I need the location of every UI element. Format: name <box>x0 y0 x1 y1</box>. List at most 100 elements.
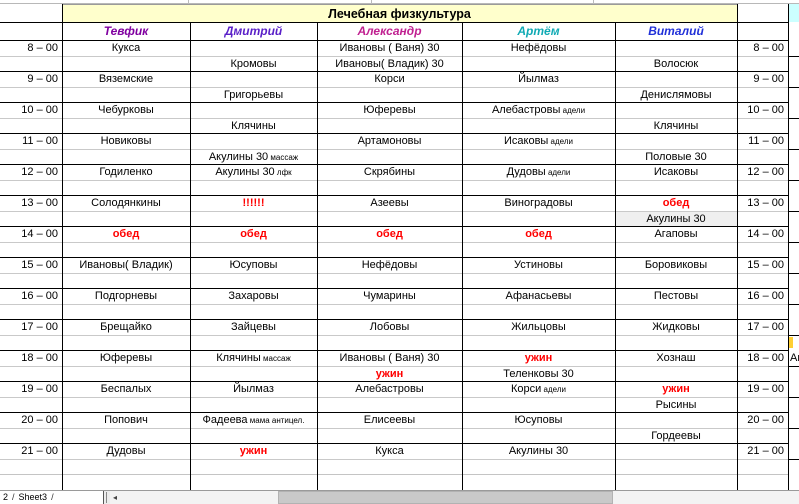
schedule-cell[interactable]: Ивановы( Владик) <box>79 259 173 271</box>
time-label-left[interactable]: 21 – 00 <box>21 445 58 457</box>
corner-cell[interactable] <box>789 4 799 22</box>
schedule-cell[interactable] <box>62 119 190 134</box>
schedule-cell[interactable]: Клячины массаж <box>216 352 291 364</box>
schedule-cell[interactable] <box>62 274 190 289</box>
schedule-cell[interactable]: Пестовы <box>653 290 699 302</box>
schedule-cell[interactable] <box>317 460 462 475</box>
schedule-cell[interactable]: Жидковы <box>652 321 700 333</box>
schedule-cell[interactable] <box>317 274 462 289</box>
schedule-cell[interactable]: Захаровы <box>228 290 279 302</box>
time-label-right[interactable] <box>737 212 788 227</box>
schedule-cell[interactable]: Чебурковы <box>98 104 154 116</box>
schedule-cell[interactable] <box>615 336 737 351</box>
schedule-cell[interactable]: Дудовы <box>106 445 146 457</box>
schedule-cell[interactable]: обед <box>525 228 552 240</box>
schedule-cell[interactable]: Ивановы ( Ваня) 30 <box>339 42 440 54</box>
schedule-cell[interactable] <box>462 181 615 196</box>
schedule-cell[interactable]: Афанасьевы <box>505 290 572 302</box>
schedule-cell[interactable]: Устиновы <box>514 259 563 271</box>
time-label-left[interactable]: 16 – 00 <box>21 290 58 302</box>
schedule-cell[interactable]: Корси адели <box>511 383 566 395</box>
time-label-left[interactable]: 11 – 00 <box>22 135 58 147</box>
time-label-left[interactable] <box>0 367 62 382</box>
time-label-left[interactable]: 9 – 00 <box>27 73 58 85</box>
time-label-left[interactable]: 12 – 00 <box>21 166 58 178</box>
time-label-left[interactable] <box>0 243 62 258</box>
schedule-cell[interactable] <box>615 72 737 87</box>
schedule-cell[interactable] <box>615 460 737 475</box>
time-label-right[interactable] <box>737 398 788 413</box>
schedule-cell[interactable]: Кукса <box>375 445 404 457</box>
schedule-cell[interactable] <box>462 429 615 444</box>
schedule-cell[interactable]: Исаковы <box>653 166 699 178</box>
time-label-left[interactable] <box>0 119 62 134</box>
time-label-right[interactable]: 11 – 00 <box>748 135 784 147</box>
schedule-cell[interactable]: обед <box>112 228 140 240</box>
time-label-right[interactable]: 10 – 00 <box>747 104 784 116</box>
schedule-cell[interactable] <box>190 243 317 258</box>
schedule-cell[interactable] <box>462 212 615 227</box>
schedule-cell[interactable]: Корси <box>374 73 405 85</box>
schedule-cell[interactable]: ужин <box>524 352 553 364</box>
schedule-cell[interactable] <box>462 88 615 103</box>
schedule-cell[interactable] <box>615 274 737 289</box>
schedule-cell[interactable] <box>615 181 737 196</box>
schedule-cell[interactable]: Нефёдовы <box>361 259 418 271</box>
schedule-cell[interactable]: Хознаш <box>656 352 696 364</box>
schedule-cell[interactable]: Подгорневы <box>94 290 158 302</box>
schedule-cell[interactable] <box>317 429 462 444</box>
time-label-left[interactable] <box>0 460 62 475</box>
schedule-cell[interactable]: Виноградовы <box>504 197 573 209</box>
schedule-cell[interactable] <box>462 243 615 258</box>
schedule-cell[interactable]: Зайцевы <box>231 321 276 333</box>
schedule-cell[interactable]: Йылмаз <box>233 383 274 395</box>
schedule-cell[interactable] <box>615 367 737 382</box>
schedule-cell[interactable] <box>62 212 190 227</box>
time-label-right[interactable] <box>737 243 788 258</box>
time-label-right[interactable] <box>737 367 788 382</box>
schedule-cell[interactable] <box>462 57 615 72</box>
schedule-cell[interactable]: Солодянкины <box>91 197 161 209</box>
time-label-left[interactable]: 13 – 00 <box>21 197 58 209</box>
schedule-cell[interactable]: Теленковы 30 <box>503 367 574 380</box>
schedule-cell[interactable] <box>615 134 737 149</box>
schedule-cell[interactable] <box>462 119 615 134</box>
time-label-left[interactable]: 19 – 00 <box>21 383 58 395</box>
time-label-right[interactable]: 17 – 00 <box>747 321 784 333</box>
column-header-aleksandr[interactable]: Александр <box>357 24 422 38</box>
schedule-cell[interactable] <box>615 305 737 320</box>
schedule-cell[interactable]: Юсуповы <box>514 414 563 426</box>
schedule-cell[interactable] <box>62 243 190 258</box>
time-label-right[interactable] <box>737 460 788 475</box>
schedule-cell[interactable]: Беспалых <box>100 383 152 395</box>
schedule-cell[interactable]: Алебастровы <box>355 383 424 395</box>
schedule-cell[interactable]: ужин <box>239 445 268 457</box>
sheet-tab-strip[interactable]: 2/Sheet3/ <box>0 491 104 504</box>
horizontal-scrollbar-thumb[interactable] <box>278 491 613 504</box>
time-label-right[interactable] <box>737 274 788 289</box>
column-header-vitaliy[interactable]: Виталий <box>648 24 704 38</box>
time-label-left[interactable] <box>0 212 62 227</box>
time-label-left[interactable]: 17 – 00 <box>21 321 58 333</box>
time-label-right[interactable] <box>737 57 788 72</box>
schedule-cell[interactable]: Рысины <box>655 398 697 411</box>
schedule-cell[interactable]: Ивановы ( Ваня) 30 <box>339 352 440 364</box>
sheet-tab[interactable]: Sheet3 <box>18 492 48 502</box>
time-label-left[interactable] <box>0 274 62 289</box>
schedule-cell[interactable] <box>62 336 190 351</box>
time-label-right[interactable] <box>737 181 788 196</box>
schedule-cell[interactable]: обед <box>376 228 403 240</box>
schedule-cell[interactable] <box>317 212 462 227</box>
schedule-cell[interactable] <box>62 460 190 475</box>
schedule-cell[interactable] <box>317 88 462 103</box>
scroll-left-icon[interactable]: ◂ <box>113 493 118 502</box>
schedule-cell[interactable] <box>615 413 737 428</box>
column-header-tevfik[interactable]: Тевфик <box>103 24 149 38</box>
schedule-cell[interactable]: Чумарины <box>363 290 416 302</box>
schedule-cell[interactable] <box>190 367 317 382</box>
schedule-cell[interactable] <box>190 103 317 118</box>
schedule-cell[interactable] <box>62 367 190 382</box>
schedule-cell[interactable] <box>190 212 317 227</box>
schedule-cell[interactable] <box>317 336 462 351</box>
horizontal-scrollbar[interactable] <box>110 491 799 504</box>
